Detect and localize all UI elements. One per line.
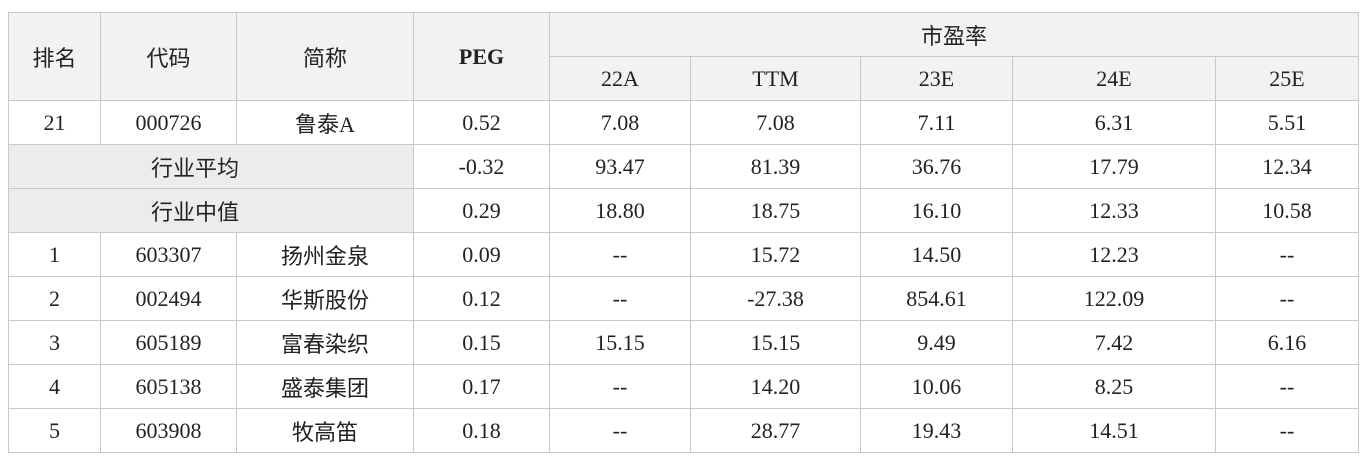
header-cell: 简称 (236, 12, 414, 101)
table-cell: 6.31 (1012, 100, 1216, 145)
table-cell: -- (549, 364, 691, 409)
table-cell: 4 (8, 364, 101, 409)
table-cell: 002494 (100, 276, 237, 321)
table-cell: 0.29 (413, 188, 550, 233)
table-cell: 19.43 (860, 408, 1013, 453)
table-cell: 12.34 (1215, 144, 1359, 189)
table-cell: 0.09 (413, 232, 550, 277)
table-cell: 华斯股份 (236, 276, 414, 321)
table-cell: 0.12 (413, 276, 550, 321)
table-cell: 10.58 (1215, 188, 1359, 233)
table-cell: 0.52 (413, 100, 550, 145)
subheader-row: 22A TTM 23E 24E 25E (9, 56, 1359, 101)
table-cell: 18.75 (690, 188, 861, 233)
table-cell: 28.77 (690, 408, 861, 453)
table-cell: 12.23 (1012, 232, 1216, 277)
header-cell: 代码 (100, 12, 237, 101)
header-cell: PEG (413, 12, 550, 101)
table-cell: -- (1215, 364, 1359, 409)
table-cell: 14.51 (1012, 408, 1216, 453)
summary-label: 行业平均 (8, 144, 414, 189)
table-row: 行业平均 -0.32 93.47 81.39 36.76 17.79 12.34 (8, 144, 1359, 189)
table-row: 行业中值 0.29 18.80 18.75 16.10 12.33 10.58 (8, 188, 1359, 233)
subheader-cell: 25E (1215, 56, 1359, 101)
table-cell: -- (549, 408, 691, 453)
table-cell: 000726 (100, 100, 237, 145)
table-cell: 0.17 (413, 364, 550, 409)
table-cell: 16.10 (860, 188, 1013, 233)
subheader-cell: 24E (1012, 56, 1216, 101)
table-cell: 盛泰集团 (236, 364, 414, 409)
table-cell: 854.61 (860, 276, 1013, 321)
table-cell: 牧高笛 (236, 408, 414, 453)
table-cell: 3 (8, 320, 101, 365)
table-cell: 鲁泰A (236, 100, 414, 145)
table-row: 2 002494 华斯股份 0.12 -- -27.38 854.61 122.09 -- (8, 276, 1359, 321)
table-cell: -- (1215, 232, 1359, 277)
table-cell: 14.20 (690, 364, 861, 409)
table-cell: -- (549, 232, 691, 277)
table-header: 排名 代码 简称 PEG 市盈率 22A TTM 23E 24E 25E (8, 12, 1359, 101)
table-cell: 富春染织 (236, 320, 414, 365)
table-cell: 9.49 (860, 320, 1013, 365)
table-cell: 605189 (100, 320, 237, 365)
table-cell: 14.50 (860, 232, 1013, 277)
table-cell: 17.79 (1012, 144, 1216, 189)
table-cell: 603908 (100, 408, 237, 453)
table-cell: 7.42 (1012, 320, 1216, 365)
table-cell: 7.08 (549, 100, 691, 145)
table-cell: 122.09 (1012, 276, 1216, 321)
table-body: 21 000726 鲁泰A 0.52 7.08 7.08 7.11 6.31 5.51 行业平均 -… (8, 100, 1359, 453)
table-cell: 18.80 (549, 188, 691, 233)
table-cell: 7.08 (690, 100, 861, 145)
group-header: 市盈率 (549, 12, 1359, 57)
header-cell: 排名 (8, 12, 101, 101)
table-cell: 0.15 (413, 320, 550, 365)
table-cell: -27.38 (690, 276, 861, 321)
table-cell: 2 (8, 276, 101, 321)
table-cell: 81.39 (690, 144, 861, 189)
table-row: 1 603307 扬州金泉 0.09 -- 15.72 14.50 12.23 -- (8, 232, 1359, 277)
pe-table: 排名 代码 简称 PEG 市盈率 22A TTM 23E 24E 25E 21 000726 鲁泰A 0… (8, 12, 1359, 453)
table-cell: 15.72 (690, 232, 861, 277)
table-cell: -- (1215, 408, 1359, 453)
table-cell: 6.16 (1215, 320, 1359, 365)
table-cell: 5.51 (1215, 100, 1359, 145)
table-cell: 36.76 (860, 144, 1013, 189)
table-cell: 8.25 (1012, 364, 1216, 409)
subheader-cell: TTM (690, 56, 861, 101)
table-cell: 15.15 (549, 320, 691, 365)
table-cell: 21 (8, 100, 101, 145)
table-cell: 603307 (100, 232, 237, 277)
table-cell: 7.11 (860, 100, 1013, 145)
table-row: 3 605189 富春染织 0.15 15.15 15.15 9.49 7.42 6.16 (8, 320, 1359, 365)
table-row: 4 605138 盛泰集团 0.17 -- 14.20 10.06 8.25 -- (8, 364, 1359, 409)
table-cell: 1 (8, 232, 101, 277)
table-row: 5 603908 牧高笛 0.18 -- 28.77 19.43 14.51 -- (8, 408, 1359, 453)
table-cell: -- (549, 276, 691, 321)
table-row: 21 000726 鲁泰A 0.52 7.08 7.08 7.11 6.31 5.51 (8, 100, 1359, 145)
table-cell: 0.18 (413, 408, 550, 453)
table-cell: 5 (8, 408, 101, 453)
table-cell: 605138 (100, 364, 237, 409)
subheader-cell: 22A (549, 56, 691, 101)
table-cell: -- (1215, 276, 1359, 321)
table-cell: 扬州金泉 (236, 232, 414, 277)
subheader-cell: 23E (860, 56, 1013, 101)
table-cell: 15.15 (690, 320, 861, 365)
table-cell: -0.32 (413, 144, 550, 189)
header-row: 排名 代码 简称 PEG 市盈率 (8, 12, 1359, 101)
table-cell: 93.47 (549, 144, 691, 189)
summary-label: 行业中值 (8, 188, 414, 233)
table-cell: 10.06 (860, 364, 1013, 409)
table-cell: 12.33 (1012, 188, 1216, 233)
